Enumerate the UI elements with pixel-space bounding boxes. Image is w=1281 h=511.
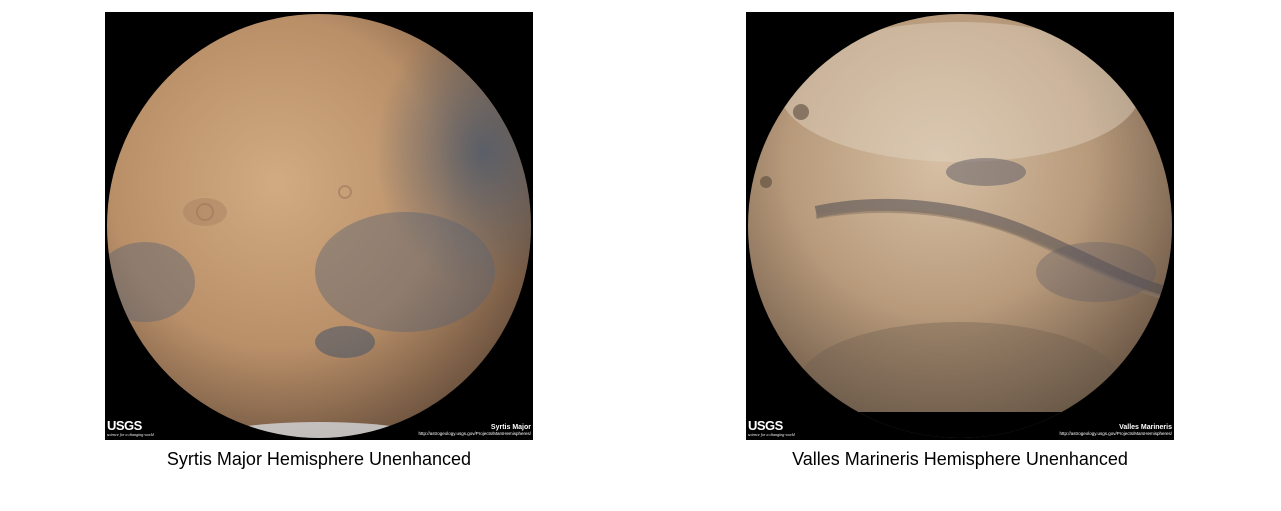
caption-text: Syrtis Major Hemisphere Unenhanced [166,449,472,469]
usgs-logo: USGS science for a changing world [107,419,154,437]
image-credit-region: Syrtis Major [490,424,531,432]
image-credit: Syrtis Major http://astrogeology.usgs.go… [419,424,531,437]
usgs-logo-tagline: science for a changing world [748,432,795,437]
usgs-logo-mark: USGS [107,418,142,433]
image-credit-url: http://astrogeology.usgs.gov/Projects/Ma… [418,431,531,437]
hemisphere-image-valles-marineris[interactable]: USGS science for a changing world Valles… [746,12,1174,440]
caption-text: Valles Marineris Hemisphere Unenhanced [792,449,1128,469]
hemisphere-caption-syrtis-major[interactable]: Syrtis Major Hemisphere Unenhanced [105,440,533,469]
hemisphere-caption-valles-marineris[interactable]: Valles Marineris Hemisphere Unenhanced [746,440,1174,469]
usgs-logo-mark: USGS [748,418,783,433]
hemisphere-image-syrtis-major[interactable]: USGS science for a changing world Syrtis… [105,12,533,440]
hemisphere-card-valles-marineris: USGS science for a changing world Valles… [746,12,1174,469]
hemisphere-card-syrtis-major: USGS science for a changing world Syrtis… [105,12,533,469]
image-credit-region: Valles Marineris [1119,424,1172,432]
usgs-logo: USGS science for a changing world [748,419,795,437]
mars-globe-valles-marineris [748,14,1172,438]
usgs-logo-tagline: science for a changing world [107,432,154,437]
mars-globe-syrtis-major [107,14,531,438]
image-credit-url: http://astrogeology.usgs.gov/Projects/Ma… [1059,431,1172,437]
image-credit: Valles Marineris http://astrogeology.usg… [1060,424,1172,437]
